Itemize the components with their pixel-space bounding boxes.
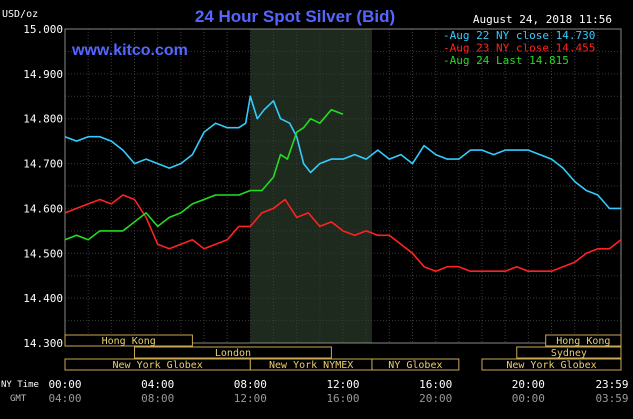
x-tick-label-ny: 12:00	[326, 378, 359, 391]
x-tick-label-gmt: 04:00	[48, 392, 81, 405]
y-tick-label: 14.900	[23, 68, 63, 81]
ny-time-label: NY Time	[1, 380, 39, 390]
legend: -Aug 22 NY close 14.730-Aug 23 NY close …	[443, 29, 595, 67]
session-label: New York Globex	[506, 360, 596, 371]
x-tick-label-gmt: 20:00	[419, 392, 452, 405]
y-tick-label: 15.000	[23, 23, 63, 36]
session-bar	[134, 346, 332, 359]
chart-title: 24 Hour Spot Silver (Bid)	[195, 7, 395, 26]
session-bar	[516, 346, 622, 359]
y-tick-label: 14.400	[23, 292, 63, 305]
units-label: USD/oz	[2, 9, 38, 20]
session-label: Sydney	[551, 348, 587, 359]
x-tick-label-ny: 20:00	[512, 378, 545, 391]
x-tick-label-ny: 04:00	[141, 378, 174, 391]
y-tick-label: 14.300	[23, 337, 63, 350]
x-tick-label-ny: 16:00	[419, 378, 452, 391]
plot-frame	[64, 28, 622, 344]
y-tick-label: 14.700	[23, 158, 63, 171]
x-tick-label-gmt: 03:59	[595, 392, 628, 405]
gmt-label: GMT	[10, 394, 27, 404]
series-line-2	[64, 194, 622, 273]
series-line-3	[64, 108, 344, 241]
session-bar	[545, 334, 622, 347]
y-tick-label: 14.500	[23, 247, 63, 260]
session-bar	[371, 358, 460, 371]
session-bar	[64, 334, 193, 347]
session-label: Hong Kong	[102, 336, 156, 347]
session-label: Hong Kong	[556, 336, 610, 347]
session-bar	[481, 358, 622, 371]
y-tick-label: 14.800	[23, 113, 63, 126]
session-label: NY Globex	[388, 360, 442, 371]
x-tick-label-ny: 00:00	[48, 378, 81, 391]
x-tick-label-gmt: 12:00	[234, 392, 267, 405]
legend-entry: -Aug 23 NY close 14.455	[443, 42, 595, 55]
x-tick-label-ny: 08:00	[234, 378, 267, 391]
x-tick-label-gmt: 00:00	[512, 392, 545, 405]
session-label: New York Globex	[113, 360, 203, 371]
legend-entry: -Aug 22 NY close 14.730	[443, 29, 595, 42]
x-tick-label-ny: 23:59	[595, 378, 628, 391]
session-label: London	[215, 348, 251, 359]
y-tick-label: 14.600	[23, 202, 63, 215]
session-label: New York NYMEX	[269, 360, 353, 371]
timestamp: August 24, 2018 11:56	[473, 13, 612, 26]
series-line-1	[64, 95, 621, 210]
legend-entry: -Aug 24 Last 14.815	[443, 54, 569, 67]
x-tick-label-gmt: 08:00	[141, 392, 174, 405]
website-label: www.kitco.com	[71, 42, 188, 59]
x-tick-label-gmt: 16:00	[326, 392, 359, 405]
